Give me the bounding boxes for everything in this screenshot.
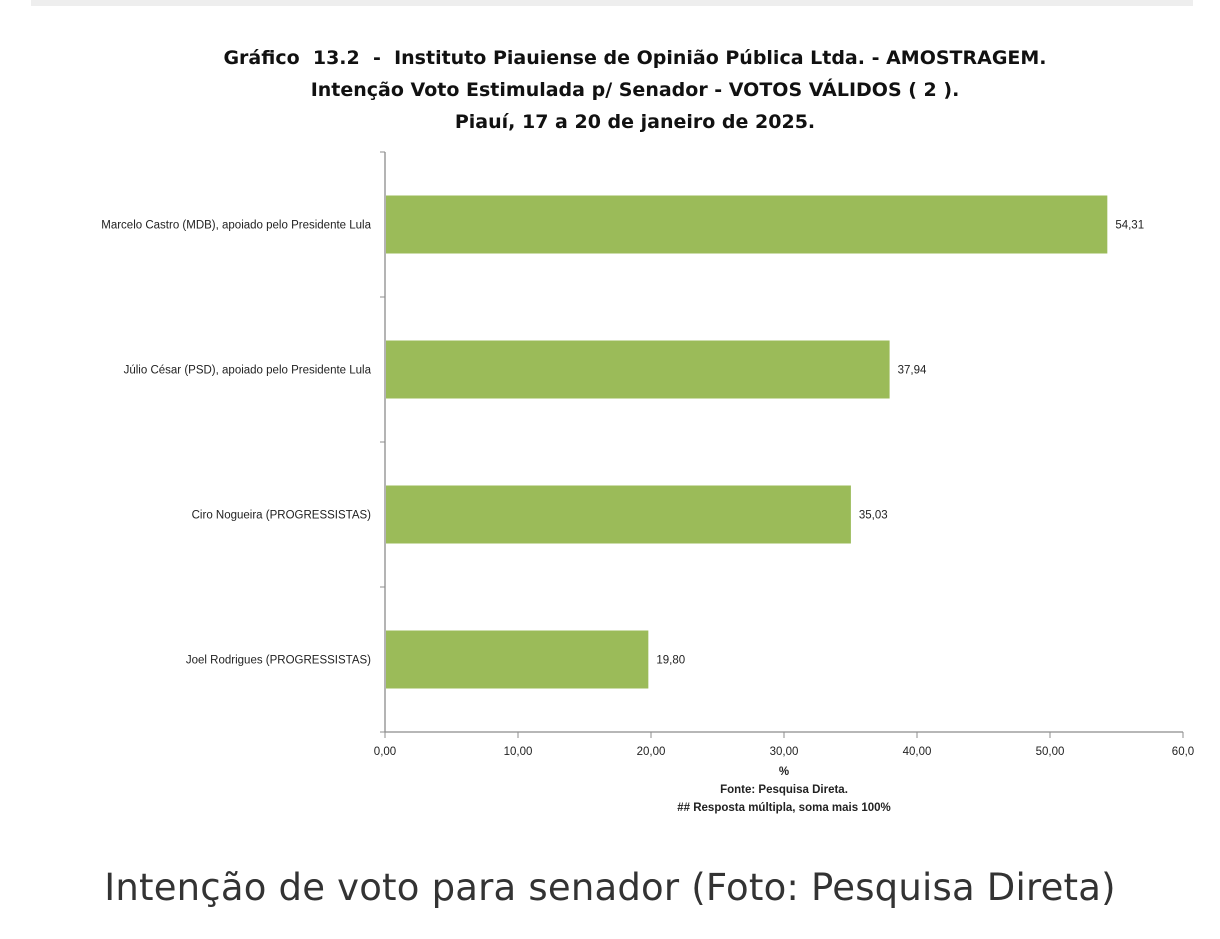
chart-note-multiple: ## Resposta múltipla, soma mais 100% — [677, 802, 890, 814]
data-label: 35,03 — [859, 510, 888, 522]
category-label: Joel Rodrigues (PROGRESSISTAS) — [186, 655, 371, 667]
image-caption: Intenção de voto para senador (Foto: Pes… — [104, 866, 1116, 909]
chart-note-source: Fonte: Pesquisa Direta. — [720, 784, 848, 796]
data-label: 19,80 — [656, 655, 685, 667]
x-tick-label: 50,00 — [1036, 746, 1065, 758]
category-label: Ciro Nogueira (PROGRESSISTAS) — [192, 510, 372, 522]
x-tick-label: 10,00 — [504, 746, 533, 758]
chart-title-line-1: Gráfico 13.2 - Instituto Piauiense de Op… — [223, 47, 1047, 69]
data-label: 37,94 — [898, 365, 927, 377]
x-tick-label: 60,0 — [1172, 746, 1194, 758]
x-tick-label: 40,00 — [903, 746, 932, 758]
x-tick-label: 20,00 — [637, 746, 666, 758]
bar — [386, 340, 890, 399]
chart-title-line-2: Intenção Voto Estimulada p/ Senador - VO… — [310, 79, 960, 101]
chart-title-line-3: Piauí, 17 a 20 de janeiro de 2025. — [454, 111, 816, 133]
category-label: Júlio César (PSD), apoiado pelo Presiden… — [124, 365, 372, 377]
top-strip — [31, 0, 1193, 6]
data-label: 54,31 — [1115, 220, 1144, 232]
bar — [386, 195, 1108, 254]
bar — [386, 485, 851, 544]
bar-chart: 0,00 10,00 20,00 30,00 40,00 50,00 60,0 Marcelo… — [101, 151, 1194, 814]
x-tick-label: 0,00 — [374, 746, 396, 758]
x-tick-label: 30,00 — [770, 746, 799, 758]
bar — [386, 630, 649, 689]
x-axis-title: % — [779, 766, 789, 778]
chart-title: Gráfico 13.2 - Instituto Piauiense de Op… — [0, 42, 1220, 138]
category-label: Marcelo Castro (MDB), apoiado pelo Presi… — [101, 220, 371, 232]
